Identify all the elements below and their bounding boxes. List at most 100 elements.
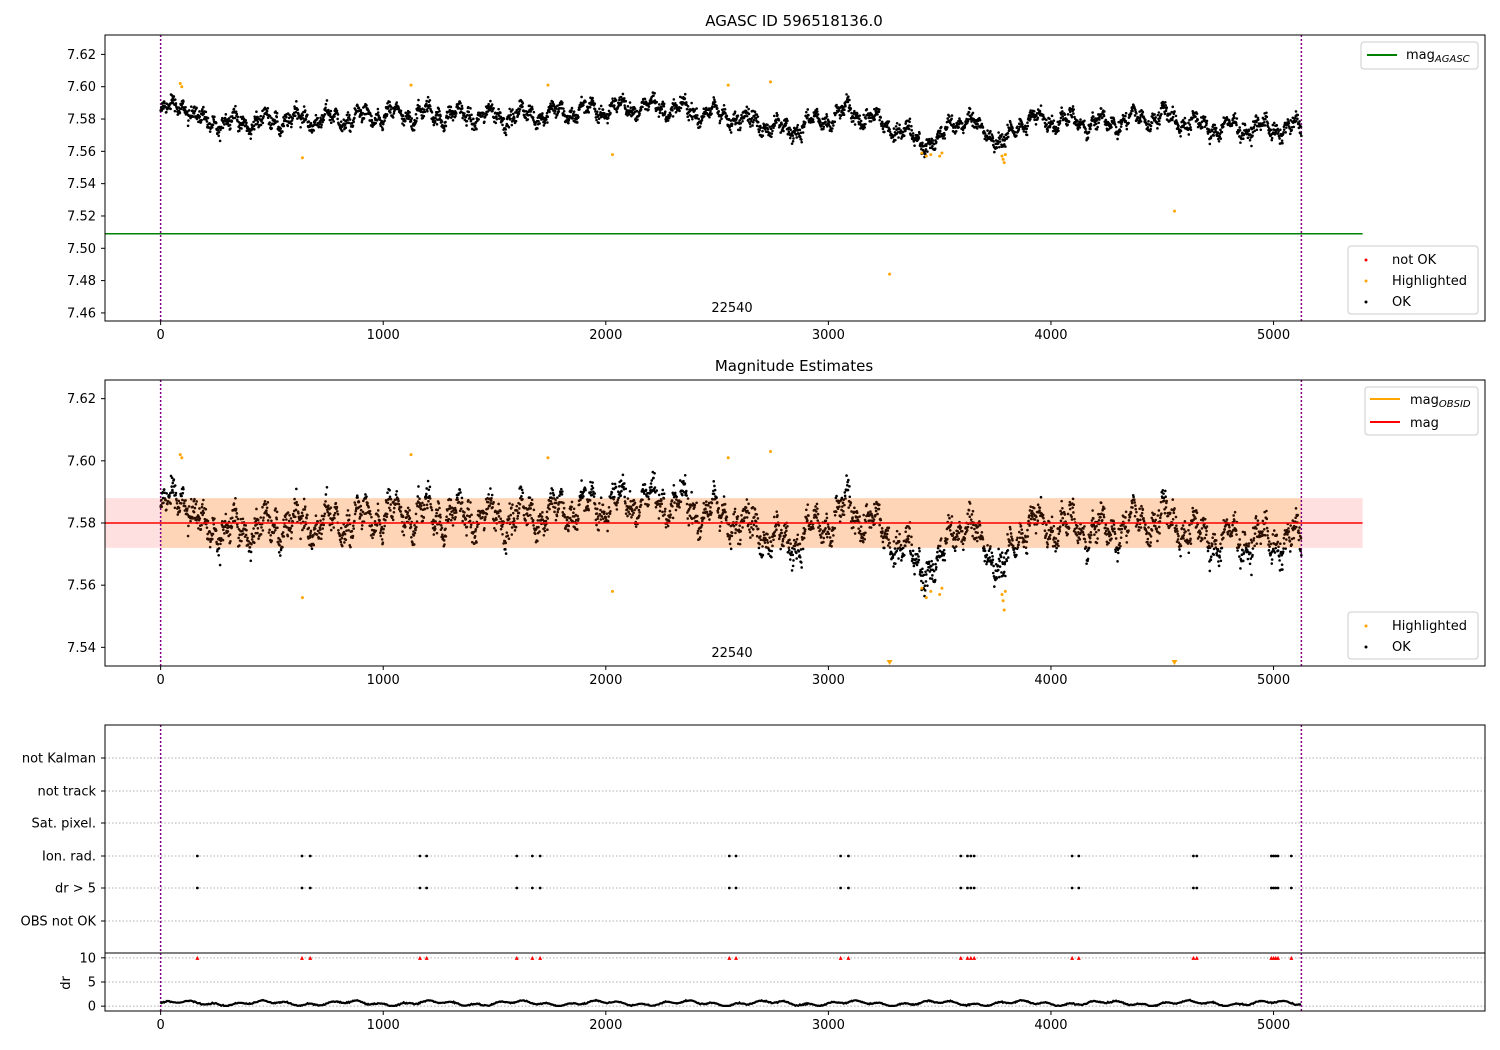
ok-point: [696, 514, 699, 518]
ok-point: [683, 474, 687, 477]
ok-point: [796, 123, 800, 127]
ok-point: [385, 515, 389, 519]
ok-point: [195, 500, 198, 503]
ok-point: [348, 113, 351, 117]
ok-point: [795, 126, 799, 129]
ok-point: [747, 112, 751, 116]
ok-point: [623, 482, 626, 485]
ok-point: [921, 141, 924, 145]
ok-point: [728, 542, 732, 546]
ok-point: [898, 123, 901, 127]
ok-point: [736, 515, 740, 518]
ok-point: [339, 120, 343, 123]
ok-point: [268, 528, 271, 532]
ok-point: [943, 133, 946, 137]
ok-point: [957, 125, 961, 129]
ok-point: [233, 116, 237, 120]
ok-point: [459, 101, 462, 105]
ok-point: [628, 512, 631, 516]
ok-point: [1298, 120, 1301, 123]
ok-point: [192, 510, 196, 514]
ok-point: [180, 494, 183, 498]
ok-point: [507, 515, 510, 518]
ok-point: [865, 108, 869, 111]
ok-point: [1104, 118, 1108, 122]
ok-point: [770, 549, 774, 553]
ok-point: [388, 495, 392, 499]
ok-point: [943, 137, 947, 140]
ok-point: [1179, 134, 1182, 138]
ok-point: [356, 104, 359, 108]
ok-point: [279, 127, 282, 130]
y-tick-label: 7.62: [67, 48, 96, 63]
ok-point: [934, 140, 938, 144]
ok-point: [210, 537, 214, 541]
ok-point: [465, 119, 469, 123]
ok-point: [486, 500, 490, 504]
ok-point: [545, 111, 549, 115]
ok-point: [481, 114, 484, 118]
ok-point: [604, 516, 608, 520]
ok-point: [557, 507, 561, 510]
ok-point: [234, 104, 237, 108]
ok-point: [1179, 129, 1183, 133]
ok-point: [259, 123, 263, 127]
ok-point: [591, 481, 594, 484]
ok-point: [266, 519, 270, 522]
ok-point: [1091, 111, 1094, 114]
ok-point: [223, 116, 227, 120]
ok-point: [382, 527, 385, 531]
ok-point: [960, 122, 964, 125]
ok-point: [360, 524, 364, 527]
ok-point: [521, 105, 524, 108]
ok-point: [635, 109, 639, 113]
ok-point: [553, 506, 557, 509]
ok-point: [892, 127, 896, 130]
ok-point: [352, 527, 355, 530]
ok-point: [702, 115, 706, 118]
ok-point: [670, 499, 674, 502]
ok-point: [1270, 136, 1274, 140]
ok-point: [849, 107, 853, 110]
ok-point: [927, 137, 931, 141]
ok-point: [261, 121, 265, 125]
ok-point: [438, 109, 441, 113]
ok-point: [751, 124, 754, 127]
ok-point: [1070, 115, 1074, 119]
ok-point: [628, 101, 632, 104]
ok-point: [469, 525, 473, 529]
ok-point: [638, 112, 641, 115]
ok-point: [1139, 120, 1143, 123]
ok-point: [423, 110, 427, 114]
ok-point: [202, 105, 205, 109]
ok-point: [379, 124, 383, 128]
ok-point: [508, 107, 511, 111]
ok-point: [569, 508, 573, 511]
ok-point: [614, 98, 618, 102]
ok-point: [1079, 118, 1082, 121]
ok-point: [543, 121, 547, 125]
ok-point: [289, 517, 293, 520]
ok-point: [1266, 121, 1270, 125]
ok-point: [385, 512, 389, 516]
ok-point: [353, 501, 357, 504]
ok-point: [593, 492, 597, 495]
ok-point: [174, 102, 178, 105]
ok-point: [377, 515, 380, 518]
ok-point: [454, 511, 458, 514]
ok-point: [1066, 123, 1070, 127]
ok-point: [191, 517, 195, 520]
ok-point: [524, 519, 527, 522]
ok-point: [596, 517, 599, 521]
ok-point: [730, 534, 734, 538]
ok-point: [409, 525, 413, 529]
ok-point: [1046, 128, 1050, 132]
ok-point: [543, 529, 547, 533]
ok-point: [428, 98, 432, 102]
ok-point: [844, 104, 847, 108]
ok-point: [1241, 137, 1245, 141]
highlighted-point: [1002, 161, 1006, 165]
ok-point: [1034, 123, 1038, 126]
ok-point: [1233, 112, 1237, 115]
